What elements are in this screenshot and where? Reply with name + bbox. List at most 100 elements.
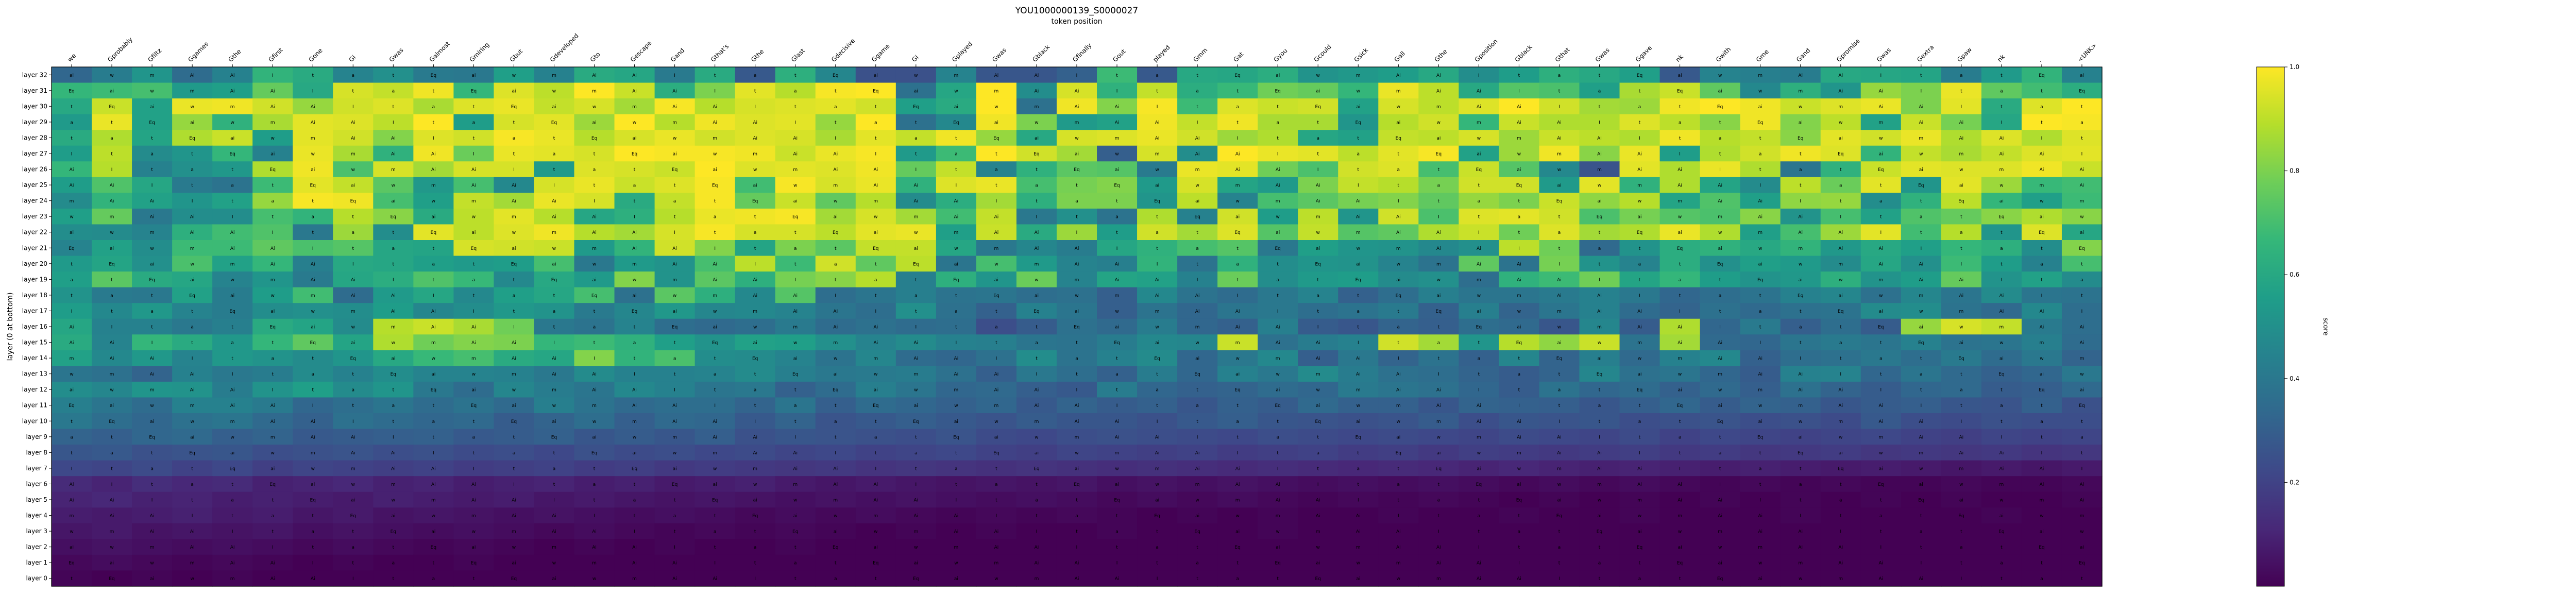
cell-glyph: Ai: [1477, 403, 1481, 409]
heatmap-cell: [1700, 256, 1741, 272]
cell-glyph: Ai: [1115, 419, 1120, 424]
cell-glyph: I: [1277, 466, 1279, 471]
cell-glyph: Ai: [632, 230, 637, 235]
cell-glyph: w: [472, 215, 476, 220]
cell-glyph: m: [1276, 199, 1280, 204]
cell-glyph: Ai: [793, 309, 798, 314]
cell-glyph: Eq: [1355, 435, 1361, 440]
cell-glyph: Ai: [471, 341, 476, 346]
heatmap-cell: [1981, 334, 2022, 351]
cell-glyph: Eq: [873, 403, 878, 409]
heatmap-cell: [936, 67, 977, 83]
heatmap-cell: [1418, 177, 1459, 193]
cell-glyph: I: [352, 105, 354, 110]
cell-glyph: w: [673, 451, 676, 456]
cell-glyph: t: [1800, 309, 1802, 314]
heatmap-cell: [1499, 130, 1540, 146]
cell-glyph: Ai: [270, 262, 275, 267]
heatmap-cell: [1298, 67, 1338, 83]
heatmap-cell: [1901, 334, 1942, 351]
heatmap-cell: [1258, 381, 1298, 398]
heatmap-cell: [212, 177, 253, 193]
cell-glyph: a: [553, 466, 556, 471]
heatmap-cell: [855, 303, 896, 319]
heatmap-cell: [1740, 271, 1781, 288]
heatmap-cell: [936, 145, 977, 162]
cell-glyph: a: [392, 89, 395, 94]
heatmap-cell: [1137, 429, 1178, 445]
cell-glyph: Ai: [1718, 498, 1722, 503]
heatmap-cell: [1700, 193, 1741, 209]
x-tick-label: we: [66, 52, 77, 63]
heatmap-cell: [574, 381, 615, 398]
heatmap-cell: [815, 193, 856, 209]
cell-glyph: t: [272, 530, 274, 535]
cell-glyph: a: [1196, 561, 1199, 566]
heatmap-cell: [1539, 303, 1580, 319]
heatmap-cell: [1016, 114, 1057, 130]
cell-glyph: a: [1236, 419, 1239, 424]
heatmap-cell: [1258, 161, 1298, 178]
cell-glyph: a: [70, 278, 73, 283]
cell-glyph: Eq: [712, 341, 718, 346]
cell-glyph: Eq: [109, 419, 114, 424]
cell-glyph: Ai: [471, 498, 476, 503]
heatmap-cell: [1459, 82, 1500, 99]
cell-glyph: Ai: [1758, 215, 1762, 220]
cell-glyph: Ai: [230, 246, 235, 251]
cell-glyph: I: [151, 183, 153, 189]
cell-glyph: w: [713, 466, 717, 471]
cell-glyph: m: [110, 372, 114, 377]
heatmap-cell: [735, 350, 776, 366]
cell-glyph: ai: [1477, 152, 1481, 157]
heatmap-cell: [252, 429, 293, 445]
x-tick-label: Gpaw: [1956, 46, 1973, 63]
cell-glyph: Ai: [1597, 136, 1602, 141]
cell-glyph: Ai: [70, 341, 74, 346]
cell-glyph: m: [1075, 278, 1079, 283]
heatmap-cell: [1097, 397, 1138, 414]
heatmap-cell: [1820, 334, 1861, 351]
heatmap-cell: [1418, 429, 1459, 445]
cell-glyph: ai: [1075, 309, 1079, 314]
cell-glyph: Eq: [391, 530, 396, 535]
heatmap-cell: [1459, 130, 1500, 146]
heatmap-cell: [1901, 67, 1942, 83]
heatmap-cell: [694, 256, 736, 272]
cell-glyph: t: [1880, 341, 1882, 346]
cell-glyph: a: [1679, 278, 1682, 283]
cell-glyph: m: [632, 262, 637, 267]
cell-glyph: t: [794, 73, 796, 78]
heatmap-cell: [574, 240, 615, 257]
heatmap-cell: [1137, 366, 1178, 382]
cell-glyph: t: [2081, 451, 2083, 456]
cell-glyph: t: [231, 325, 233, 330]
heatmap-cell: [1137, 397, 1178, 414]
cell-glyph: Ai: [1276, 183, 1280, 189]
cell-glyph: ai: [1839, 136, 1843, 141]
cell-glyph: I: [111, 167, 113, 173]
cell-glyph: Ai: [1396, 545, 1401, 550]
cell-glyph: Ai: [713, 576, 717, 582]
heatmap-cell: [2061, 350, 2103, 366]
cell-glyph: t: [473, 451, 475, 456]
cell-glyph: t: [1558, 561, 1561, 566]
cell-glyph: Ai: [1035, 230, 1039, 235]
cell-glyph: Ai: [270, 105, 275, 110]
heatmap-cell: [1860, 114, 1902, 130]
cell-glyph: w: [1598, 498, 1601, 503]
heatmap-cell: [1901, 366, 1942, 382]
cell-glyph: Ai: [1878, 89, 1883, 94]
cell-glyph: I: [1036, 372, 1038, 377]
x-tick-label: Gfinally: [1071, 42, 1093, 63]
heatmap-cell: [1137, 130, 1178, 146]
heatmap-cell: [534, 303, 575, 319]
heatmap-cell: [1418, 318, 1459, 335]
cell-glyph: w: [552, 403, 556, 409]
heatmap-cell: [1619, 334, 1660, 351]
cell-glyph: a: [593, 167, 596, 173]
heatmap-cell: [614, 145, 655, 162]
cell-glyph: ai: [1999, 356, 2004, 362]
cell-glyph: I: [1398, 514, 1399, 519]
heatmap-cell: [1338, 130, 1379, 146]
